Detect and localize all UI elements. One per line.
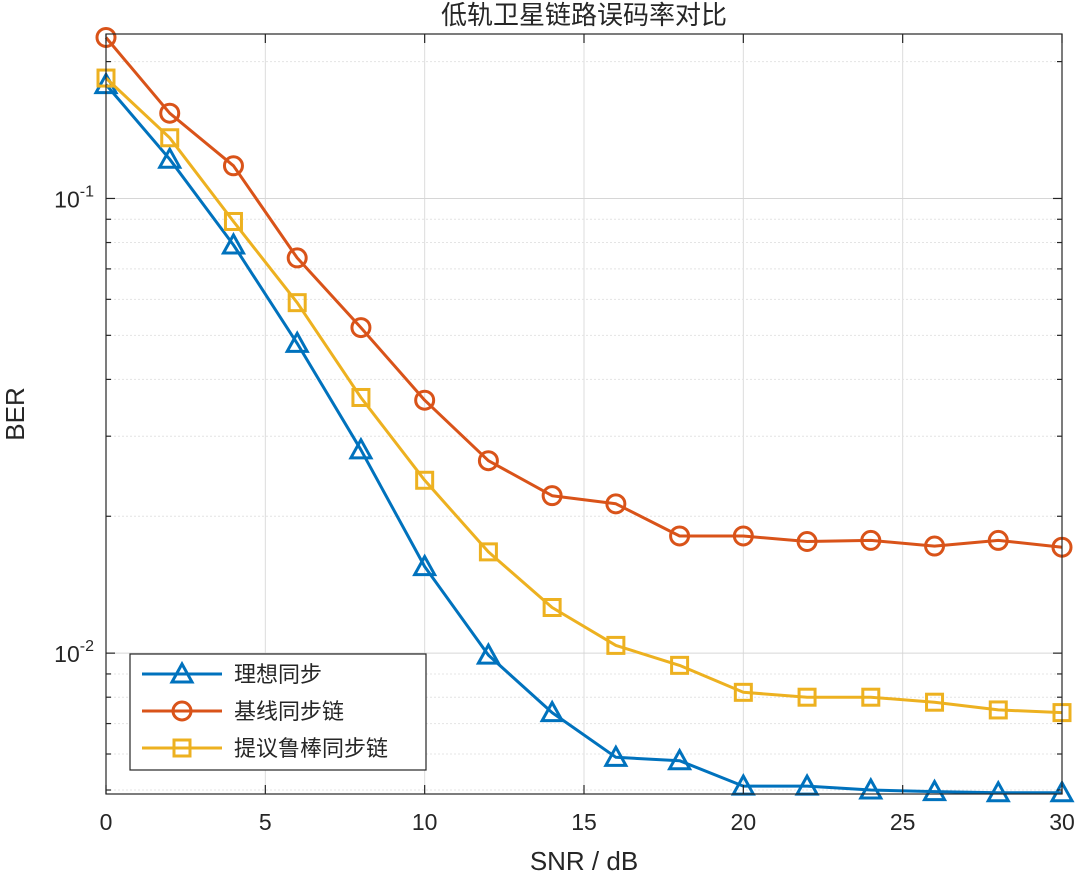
data-point-proposed-robust-sync	[351, 387, 371, 407]
legend-label-baseline-sync: 基线同步链	[234, 699, 344, 724]
axis-labels: 低轨卫星链路误码率对比 SNR / dB BER	[0, 0, 727, 876]
legend-item-proposed-robust-sync: 提议鲁棒同步链	[142, 736, 388, 761]
x-tick-label: 10	[412, 809, 438, 835]
data-point-ideal-sync	[348, 436, 374, 460]
data-point-baseline-sync	[477, 450, 499, 472]
data-point-baseline-sync	[541, 485, 563, 507]
x-tick-label: 20	[731, 809, 757, 835]
data-point-proposed-robust-sync	[733, 682, 753, 702]
data-point-ideal-sync	[220, 231, 247, 255]
x-axis-label: SNR / dB	[530, 846, 638, 876]
legend-item-baseline-sync: 基线同步链	[142, 699, 344, 724]
data-point-ideal-sync	[921, 778, 948, 802]
data-point-proposed-robust-sync	[606, 635, 626, 655]
y-tick-label: 10-1	[54, 183, 94, 212]
data-point-baseline-sync	[605, 493, 627, 515]
legend-label-ideal-sync: 理想同步	[234, 662, 322, 687]
data-point-proposed-robust-sync	[542, 598, 562, 618]
data-point-proposed-robust-sync	[478, 542, 498, 562]
data-point-baseline-sync	[222, 155, 244, 177]
data-point-proposed-robust-sync	[415, 470, 435, 490]
data-point-baseline-sync	[732, 525, 754, 547]
x-tick-label: 5	[259, 809, 272, 835]
legend-marker-ideal-sync	[169, 660, 195, 684]
data-point-proposed-robust-sync	[223, 211, 243, 231]
data-point-ideal-sync	[858, 776, 884, 800]
y-tick-label-base: 10	[54, 641, 80, 667]
x-tick-label: 0	[100, 809, 113, 835]
y-axis-label: BER	[0, 387, 30, 440]
data-point-baseline-sync	[350, 317, 372, 339]
data-point-baseline-sync	[796, 531, 818, 553]
x-tick-label: 30	[1049, 809, 1075, 835]
y-tick-label: 10-2	[54, 638, 94, 667]
data-point-proposed-robust-sync	[988, 700, 1008, 720]
data-point-ideal-sync	[603, 744, 629, 767]
y-tick-label-base: 10	[54, 186, 80, 212]
data-point-baseline-sync	[987, 529, 1009, 551]
x-tick-label: 15	[571, 809, 597, 835]
data-point-ideal-sync	[412, 553, 438, 577]
data-point-baseline-sync	[669, 525, 691, 547]
legend-label-proposed-robust-sync: 提议鲁棒同步链	[234, 736, 388, 761]
data-point-ideal-sync	[1049, 779, 1075, 803]
data-point-proposed-robust-sync	[925, 692, 945, 712]
data-point-ideal-sync	[667, 747, 693, 771]
series-proposed-robust-sync	[96, 68, 1072, 723]
data-point-proposed-robust-sync	[287, 293, 307, 313]
legend-marker-baseline-sync	[171, 700, 193, 722]
x-tick-label: 25	[890, 809, 916, 835]
data-point-baseline-sync	[414, 389, 436, 411]
legend-marker-proposed-robust-sync	[172, 738, 192, 758]
data-point-ideal-sync	[157, 146, 183, 169]
legend-item-ideal-sync: 理想同步	[142, 660, 322, 687]
chart-title: 低轨卫星链路误码率对比	[441, 0, 727, 30]
series-line-proposed-robust-sync	[104, 77, 1063, 715]
series-line-baseline-sync	[104, 36, 1063, 549]
data-point-baseline-sync	[159, 102, 181, 124]
data-point-proposed-robust-sync	[861, 687, 881, 707]
data-point-ideal-sync	[985, 779, 1011, 803]
data-point-proposed-robust-sync	[797, 687, 817, 707]
data-point-baseline-sync	[860, 529, 882, 551]
data-point-ideal-sync	[284, 330, 310, 353]
data-point-proposed-robust-sync	[160, 128, 180, 148]
y-tick-label-exponent: -1	[80, 183, 94, 200]
y-tick-label-exponent: -2	[80, 638, 94, 655]
data-point-baseline-sync	[286, 247, 308, 269]
data-point-proposed-robust-sync	[670, 655, 690, 675]
data-point-ideal-sync	[475, 642, 501, 665]
data-point-baseline-sync	[924, 535, 946, 557]
data-point-ideal-sync	[539, 699, 565, 723]
